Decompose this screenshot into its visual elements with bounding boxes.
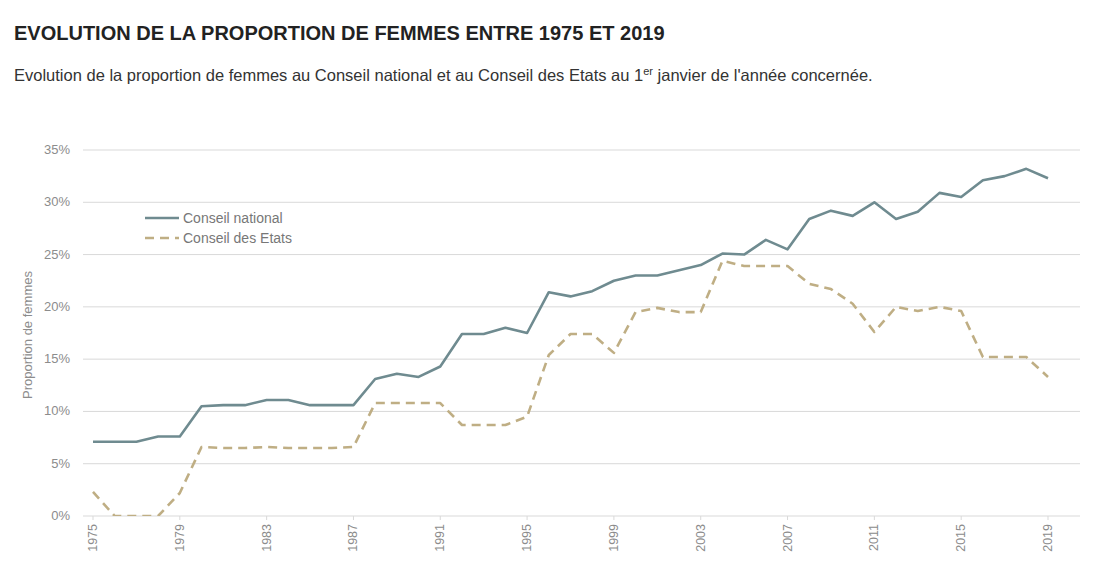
x-tick (874, 516, 875, 520)
x-tick-label: 2003 (694, 524, 708, 552)
grid-line (83, 411, 1080, 412)
x-tick-label: 1987 (346, 524, 360, 552)
subtitle: Evolution de la proportion de femmes au … (14, 65, 873, 84)
x-tick-label: 2011 (867, 524, 881, 551)
y-tick-label: 25% (44, 247, 70, 262)
y-tick-label: 20% (44, 299, 70, 314)
legend: Conseil national Conseil des Etats (145, 210, 292, 246)
y-tick-label: 30% (44, 194, 70, 209)
line-series (93, 261, 1048, 516)
x-tick (613, 516, 614, 520)
y-tick-label: 0% (51, 508, 70, 523)
grid-line (83, 463, 1080, 464)
y-tick-label: 15% (44, 351, 70, 366)
x-tick-label: 2015 (954, 524, 968, 552)
legend-swatch (145, 217, 179, 220)
x-tick-label: 1975 (86, 524, 100, 552)
y-tick-label: 10% (44, 403, 70, 418)
x-tick (1048, 516, 1049, 520)
y-tick-label: 5% (51, 456, 70, 471)
x-tick (961, 516, 962, 520)
x-tick-label: 1991 (433, 524, 447, 552)
legend-label: Conseil des Etats (183, 230, 292, 246)
x-tick-label: 2007 (781, 524, 795, 552)
title: EVOLUTION DE LA PROPORTION DE FEMMES ENT… (14, 22, 665, 44)
x-tick (353, 516, 354, 520)
chart: EVOLUTION DE LA PROPORTION DE FEMMES ENT… (0, 0, 1099, 588)
x-tick-label: 1983 (260, 524, 274, 552)
legend-label: Conseil national (183, 210, 283, 226)
x-tick-label: 2019 (1041, 524, 1055, 552)
x-tick-label: 1995 (520, 524, 534, 552)
grid-line (83, 254, 1080, 255)
x-tick (179, 516, 180, 520)
plot-area (93, 169, 1048, 516)
grid-line (83, 516, 1080, 517)
x-tick (440, 516, 441, 520)
x-tick-label: 1979 (173, 524, 187, 552)
y-tick-label: 35% (44, 142, 70, 157)
x-tick (93, 516, 94, 520)
line-series (93, 169, 1048, 442)
grid-line (83, 150, 1080, 151)
x-tick (266, 516, 267, 520)
x-tick (787, 516, 788, 520)
legend-swatch (145, 237, 179, 240)
x-tick (700, 516, 701, 520)
y-axis-label: Proportion de femmes (20, 271, 35, 399)
x-tick-label: 1999 (607, 524, 621, 552)
x-tick (527, 516, 528, 520)
grid-line (83, 359, 1080, 360)
grid-line (83, 306, 1080, 307)
